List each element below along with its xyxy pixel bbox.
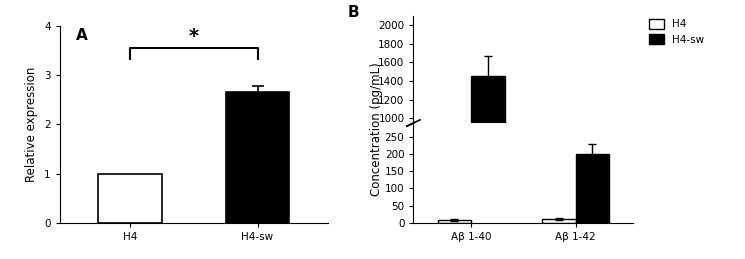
Bar [98, 174, 162, 223]
Bar [542, 219, 576, 223]
Text: B: B [347, 5, 359, 20]
Bar [226, 92, 290, 223]
Bar [471, 76, 504, 212]
Legend: H4, H4-sw: H4, H4-sw [650, 19, 705, 45]
Bar [576, 154, 609, 223]
Y-axis label: Relative expression: Relative expression [25, 67, 39, 182]
Bar [437, 220, 471, 223]
Text: Concentration (pg/mL): Concentration (pg/mL) [370, 63, 383, 196]
Text: A: A [76, 28, 88, 43]
Text: *: * [188, 27, 199, 46]
